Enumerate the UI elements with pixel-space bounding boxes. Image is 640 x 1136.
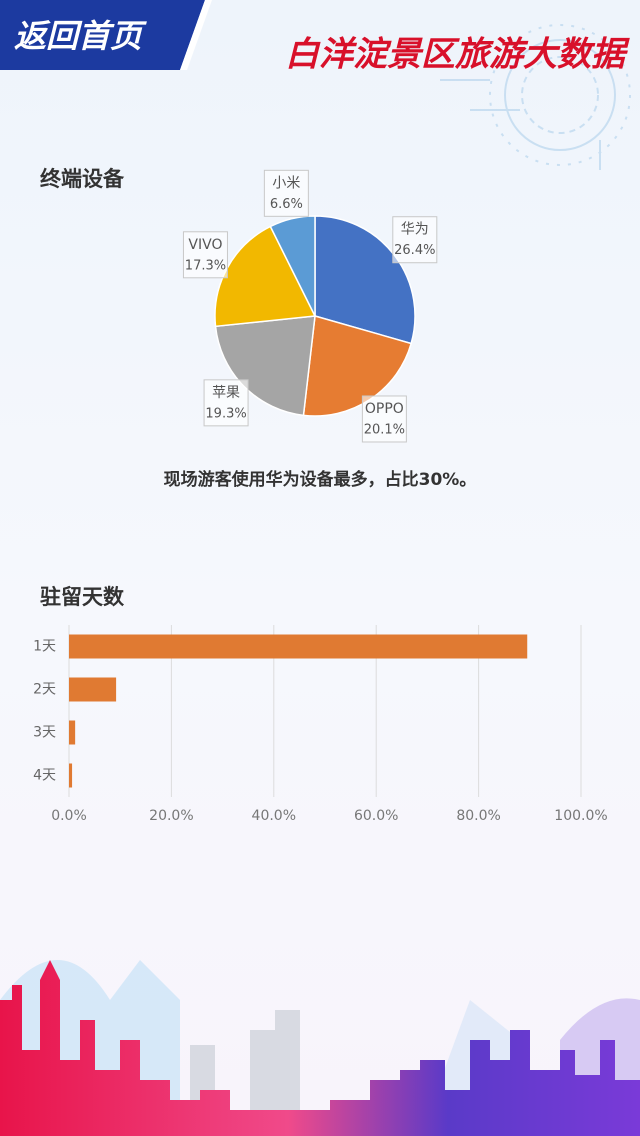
x-tick-label: 0.0% (51, 808, 87, 824)
slice-value-label: 17.3% (185, 258, 226, 273)
slice-value-label: 19.3% (205, 406, 246, 421)
slice-value-label: 26.4% (394, 243, 435, 258)
annotation: 现场游客使用华为设备最多，占比30%。 (164, 469, 477, 490)
back-button-label[interactable]: 返回首页 (14, 17, 147, 55)
bar (69, 763, 73, 788)
chart-title: 终端设备 (40, 167, 125, 191)
label-box (182, 231, 228, 279)
label-box (361, 395, 407, 443)
skyline (0, 960, 640, 1136)
y-tick-label: 4天 (33, 768, 56, 784)
x-tick-label: 20.0% (149, 808, 193, 824)
y-tick-label: 2天 (33, 682, 56, 698)
x-tick-label: 80.0% (456, 808, 500, 824)
bar (69, 634, 528, 659)
slice-value-label: 6.6% (270, 197, 303, 212)
decoration (440, 24, 631, 170)
label-box (392, 216, 438, 264)
label-box (203, 379, 249, 427)
slice-label: 苹果 (212, 385, 240, 401)
pie-slice (269, 215, 316, 317)
slice-label: VIVO (188, 237, 222, 253)
x-tick-label: 60.0% (354, 808, 398, 824)
back-button-bg (0, 0, 205, 70)
y-tick-label: 3天 (33, 725, 56, 741)
slice-label: 小米 (272, 175, 300, 191)
back-button-edge (180, 0, 212, 70)
label-box (263, 169, 309, 217)
bar (69, 720, 76, 745)
slice-value-label: 20.1% (364, 422, 405, 437)
slice-label: OPPO (365, 401, 404, 417)
x-tick-label: 100.0% (554, 808, 607, 824)
bar (69, 677, 117, 702)
slice-label: 华为 (401, 222, 429, 238)
x-tick-label: 40.0% (252, 808, 296, 824)
y-tick-label: 1天 (33, 639, 56, 655)
back-button[interactable]: 返回首页 (0, 0, 212, 70)
page-title: 白洋淀景区旅游大数据 (285, 35, 630, 75)
chart-title: 驻留天数 (40, 585, 125, 609)
